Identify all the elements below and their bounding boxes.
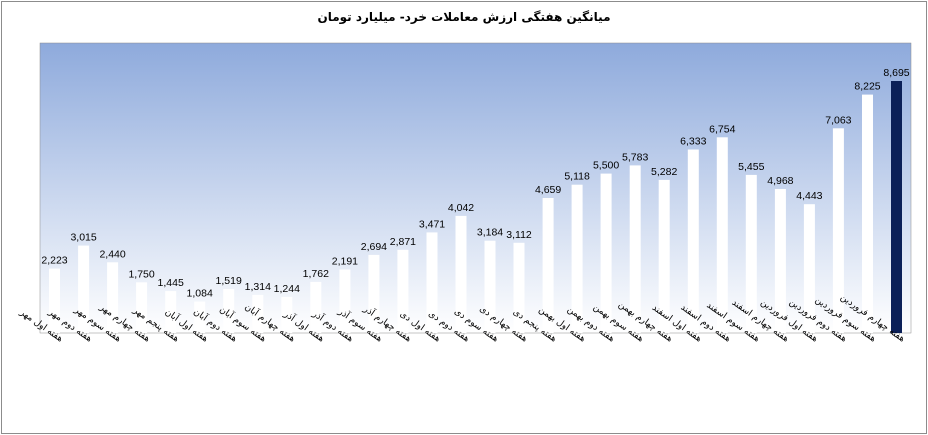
value-label-5: 1,445 <box>158 277 184 289</box>
value-label-6: 1,084 <box>187 288 213 300</box>
value-label-13: 2,871 <box>390 236 416 248</box>
value-label-25: 5,455 <box>738 161 764 173</box>
value-label-19: 5,118 <box>564 171 590 183</box>
value-label-30: 8,695 <box>883 67 909 79</box>
bar-12 <box>368 254 380 333</box>
bar-7 <box>223 289 235 333</box>
bar-26 <box>774 189 786 333</box>
bar-5 <box>165 291 177 333</box>
bar-14 <box>426 232 438 333</box>
bar-15 <box>455 215 467 333</box>
bar-16 <box>484 240 496 333</box>
bar-23 <box>687 149 699 333</box>
value-label-8: 1,314 <box>245 281 271 293</box>
value-label-4: 1,750 <box>128 268 154 280</box>
bar-11 <box>339 269 351 333</box>
bar-6 <box>194 301 206 333</box>
value-label-29: 8,225 <box>854 81 880 93</box>
bar-13 <box>397 249 409 333</box>
value-label-11: 2,191 <box>332 256 358 268</box>
value-label-10: 1,762 <box>303 268 329 280</box>
bar-20 <box>600 173 612 333</box>
value-label-14: 3,471 <box>419 218 445 230</box>
bar-24 <box>716 137 728 333</box>
chart-title: میانگین هفتگی ارزش معاملات خرد- میلیارد … <box>317 10 611 24</box>
value-label-24: 6,754 <box>709 123 735 135</box>
value-label-9: 1,244 <box>274 283 300 295</box>
bar-9 <box>281 296 293 333</box>
value-label-3: 2,440 <box>99 248 125 260</box>
bar-17 <box>513 242 525 333</box>
bar-18 <box>542 198 554 333</box>
value-label-28: 7,063 <box>825 114 851 126</box>
bar-27 <box>803 204 815 333</box>
bars-group <box>49 81 902 333</box>
value-label-17: 3,112 <box>506 229 532 241</box>
bar-3 <box>107 262 119 333</box>
value-label-22: 5,282 <box>651 166 677 178</box>
bar-25 <box>745 174 757 333</box>
bar-8 <box>252 294 264 333</box>
bar-29 <box>862 94 873 333</box>
bar-21 <box>629 165 641 333</box>
bar-2 <box>78 245 90 333</box>
bar-28 <box>832 128 844 333</box>
value-label-27: 4,443 <box>796 190 822 202</box>
value-label-18: 4,659 <box>535 184 561 196</box>
value-label-26: 4,968 <box>767 175 793 187</box>
value-label-15: 4,042 <box>448 202 474 214</box>
value-label-23: 6,333 <box>680 136 706 148</box>
bar-30 <box>891 81 902 333</box>
bar-19 <box>571 184 583 333</box>
value-label-21: 5,783 <box>622 151 648 163</box>
value-label-16: 3,184 <box>477 227 503 239</box>
value-label-7: 1,519 <box>216 275 242 287</box>
bar-10 <box>310 281 322 333</box>
value-label-1: 2,223 <box>41 255 67 267</box>
plot-area <box>39 42 912 334</box>
bar-4 <box>136 282 148 333</box>
value-label-20: 5,500 <box>593 160 619 172</box>
value-label-12: 2,694 <box>361 241 387 253</box>
value-label-2: 3,015 <box>70 232 96 244</box>
bar-1 <box>49 268 60 333</box>
bar-22 <box>658 179 670 333</box>
